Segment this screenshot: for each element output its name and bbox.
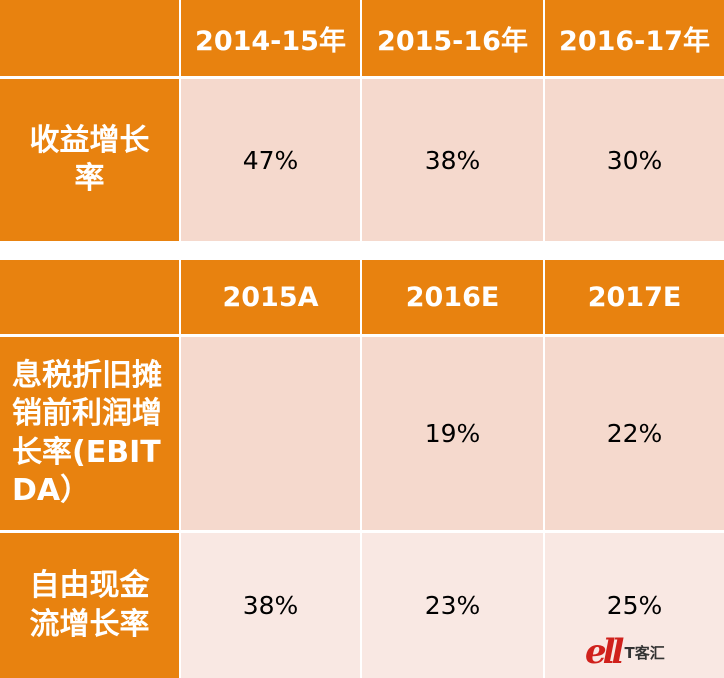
watermark-text: T客汇 — [624, 643, 665, 662]
table-cell — [179, 337, 360, 530]
watermark: ell T客汇 — [585, 632, 665, 672]
row-label-text: 息税折旧摊销前利润增长率(EBITDA） — [12, 357, 162, 508]
row-label-text: 收益增长率 — [29, 122, 150, 196]
row-label-ebitda-growth: 息税折旧摊销前利润增长率(EBITDA） — [0, 337, 179, 530]
table-cell: 38% — [179, 533, 360, 678]
table-cell: 19% — [360, 337, 543, 530]
table-cell: 30% — [543, 79, 724, 241]
ebitda-fcf-growth-table: 2015A 2016E 2017E 息税折旧摊销前利润增长率(EBITDA） 1… — [0, 260, 724, 678]
table-cell: 25% — [543, 533, 724, 678]
table2-header-2017e: 2017E — [543, 260, 724, 334]
row-label-fcf-growth: 自由现金流增长率 — [0, 533, 179, 678]
row-label-revenue-growth: 收益增长率 — [0, 79, 179, 241]
table2-header-2015a: 2015A — [179, 260, 360, 334]
watermark-logo: ell — [585, 632, 625, 672]
table2-header-empty — [0, 260, 179, 334]
table1-header-2015-16: 2015-16年 — [360, 0, 543, 76]
revenue-growth-table: 2014-15年 2015-16年 2016-17年 收益增长率 47% 38%… — [0, 0, 724, 241]
table1-header-empty — [0, 0, 179, 76]
table-cell: 23% — [360, 533, 543, 678]
table2-header-2016e: 2016E — [360, 260, 543, 334]
table-cell: 22% — [543, 337, 724, 530]
table-cell: 38% — [360, 79, 543, 241]
row-label-text: 自由现金流增长率 — [29, 568, 150, 642]
table1-header-2016-17: 2016-17年 — [543, 0, 724, 76]
table-cell: 47% — [179, 79, 360, 241]
table1-header-2014-15: 2014-15年 — [179, 0, 360, 76]
